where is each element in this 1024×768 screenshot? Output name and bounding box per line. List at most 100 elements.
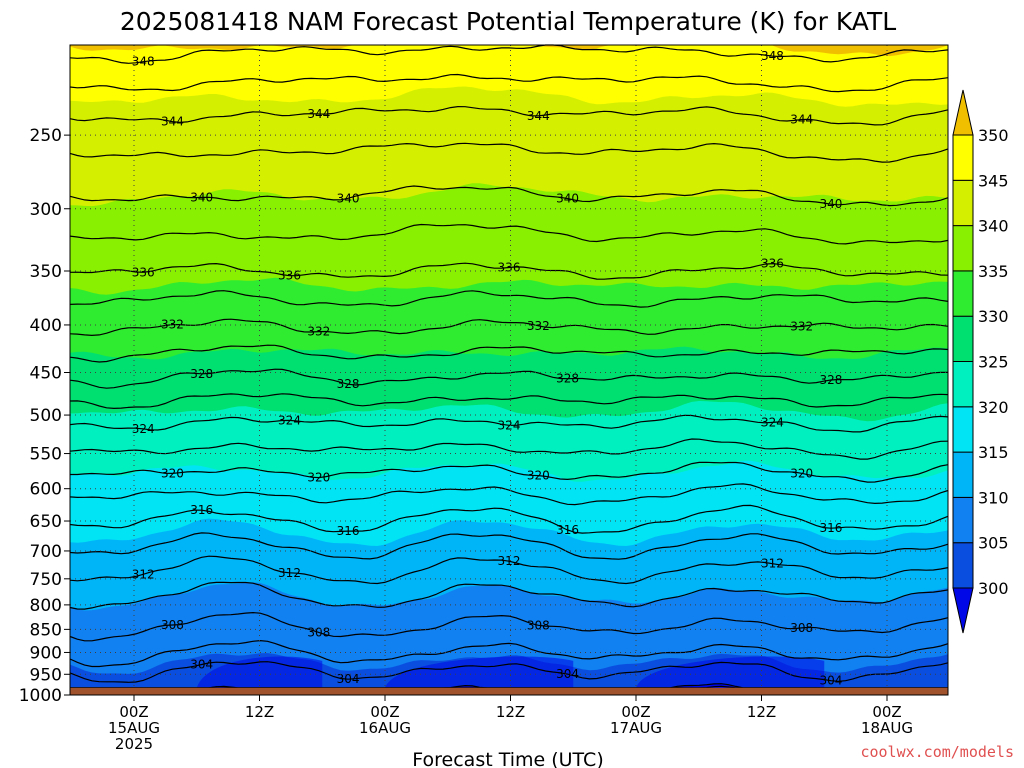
colorbar-label: 350 (978, 126, 1009, 145)
contour-label-336: 336 (761, 257, 784, 271)
contour-label-328: 328 (337, 377, 360, 391)
contour-label-316: 316 (819, 521, 842, 535)
y-tick-label: 250 (30, 126, 62, 146)
contour-304 (69, 661, 949, 683)
colorbar-segment-335 (952, 225, 974, 272)
cold-pocket-2 (385, 656, 574, 688)
colorbar-segment-340 (952, 179, 974, 227)
contour-label-304: 304 (819, 674, 842, 688)
contour-label-324: 324 (498, 418, 521, 432)
colorbar-segment-310 (952, 451, 974, 498)
colorbar-label: 315 (978, 443, 1009, 462)
colorbar-segment-305 (952, 496, 974, 544)
contour-label-340: 340 (190, 190, 213, 204)
x-tick-label: 12Z (747, 703, 776, 721)
ground-fill (70, 687, 948, 695)
y-tick-label: 750 (30, 570, 62, 590)
contour-label-312: 312 (132, 567, 155, 581)
contour-label-316: 316 (556, 523, 579, 537)
contour-label-332: 332 (161, 318, 184, 332)
contour-label-324: 324 (278, 413, 301, 427)
x-tick-label: 00Z (119, 703, 148, 721)
x-tick-label: 00Z (370, 703, 399, 721)
contour-label-316: 316 (337, 524, 360, 538)
x-tick-label: 00Z (872, 703, 901, 721)
contour-344 (69, 105, 949, 126)
x-tick-label: 18AUG (861, 719, 913, 737)
colorbar-label: 310 (978, 488, 1009, 507)
contour-label-320: 320 (307, 471, 330, 485)
contour-308 (69, 611, 949, 642)
y-tick-label: 950 (30, 665, 62, 685)
credit-text: coolwx.com/models (860, 743, 1014, 761)
contour-label-332: 332 (790, 320, 813, 334)
contour-label-344: 344 (527, 109, 550, 123)
contour-label-304: 304 (337, 672, 360, 686)
x-tick-label: 16AUG (359, 719, 411, 737)
y-tick-label: 450 (30, 364, 62, 384)
contour-332 (69, 318, 949, 337)
colorbar-label: 330 (978, 307, 1009, 326)
contour-334 (69, 290, 949, 308)
contour-348 (69, 44, 949, 64)
colorbar-label: 325 (978, 353, 1009, 372)
colorbar-segment-345 (952, 134, 974, 181)
contour-label-348: 348 (132, 55, 155, 69)
colorbar-label: 340 (978, 217, 1009, 236)
contour-310 (69, 581, 949, 610)
contour-340 (69, 185, 949, 207)
x-tick-label: 15AUG (108, 719, 160, 737)
contour-labels: 304 304 304 304 308 308 308 308 312 312 312 312 316 3… (132, 49, 843, 688)
low-theta-pockets (196, 656, 825, 688)
colorbar-segment-320 (952, 361, 974, 408)
contour-label-308: 308 (527, 618, 550, 632)
x-axis-label: Forecast Time (UTC) (412, 749, 603, 768)
y-tick-label: 550 (30, 445, 62, 465)
y-tick-label: 300 (30, 200, 62, 220)
contour-322 (69, 438, 949, 460)
contour-label-332: 332 (527, 319, 550, 333)
contour-label-332: 332 (307, 325, 330, 339)
y-tick-label: 350 (30, 262, 62, 282)
contour-label-312: 312 (278, 566, 301, 580)
contour-label-340: 340 (337, 191, 360, 205)
colorbar-segment-325 (952, 315, 974, 363)
y-tick-label: 500 (30, 406, 62, 426)
contour-316 (69, 504, 949, 534)
colorbar-label: 300 (978, 579, 1009, 598)
x-tick-label: 2025 (115, 735, 153, 753)
contour-324 (69, 414, 949, 433)
contour-336 (69, 262, 949, 280)
colorbar-label: 345 (978, 171, 1009, 190)
x-tick-label: 12Z (496, 703, 525, 721)
contour-label-336: 336 (132, 265, 155, 279)
plot-area: 304 304 304 304 308 308 308 308 312 312 312 312 316 3… (69, 44, 949, 696)
contour-label-336: 336 (498, 260, 521, 274)
colorbar: 300 305 310 315 320 325 330 335 340 345 350 (952, 89, 1009, 634)
contour-312 (69, 555, 949, 585)
contour-label-308: 308 (307, 625, 330, 639)
colorbar-label: 305 (978, 534, 1009, 553)
contour-label-308: 308 (790, 621, 813, 635)
contour-label-328: 328 (819, 373, 842, 387)
contour-label-344: 344 (161, 115, 184, 129)
contour-328 (69, 368, 948, 389)
contour-label-344: 344 (307, 107, 330, 121)
contour-label-336: 336 (278, 269, 301, 283)
y-tick-label: 850 (30, 620, 62, 640)
colorbar-segment-315 (952, 406, 974, 453)
y-tick-label: 1000 (19, 686, 62, 706)
contour-label-340: 340 (819, 197, 842, 211)
colorbar-bottom-arrow (952, 587, 974, 634)
contour-338 (69, 223, 949, 245)
contour-label-304: 304 (190, 657, 213, 671)
colorbar-segment-300 (952, 542, 974, 589)
contour-label-320: 320 (527, 469, 550, 483)
colorbar-label: 335 (978, 262, 1009, 281)
contour-306 (69, 639, 949, 668)
y-tick-label: 700 (30, 542, 62, 562)
contour-label-328: 328 (556, 372, 579, 386)
y-tick-label: 900 (30, 643, 62, 663)
contour-label-344: 344 (790, 113, 813, 127)
